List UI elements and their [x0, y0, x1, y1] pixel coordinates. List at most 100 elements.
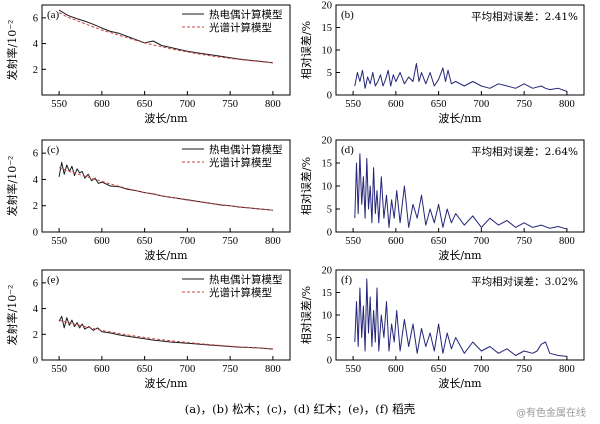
x-tick-label: 550 — [51, 364, 67, 375]
panel-e: 550 600 650 700 750 800 0 2 4 6 波长/nm 发射率/10⁻² (e) 热电… — [5, 269, 291, 390]
y-tick-label: 0 — [33, 228, 38, 239]
legend-label-thermocouple: 热电偶计算模型 — [209, 8, 283, 21]
x-tick-label: 650 — [137, 236, 153, 247]
x-axis-label: 波长/nm — [144, 377, 188, 390]
panel-label: (a) — [47, 9, 60, 21]
x-tick-label: 550 — [51, 99, 67, 110]
y-tick-label: 20 — [322, 1, 333, 12]
y-axis-label: 相对误差/% — [299, 157, 313, 215]
panel-a: 550 600 650 700 750 800 2 4 6 波长/nm 发射率/10⁻² (a) 热电偶… — [5, 4, 291, 125]
y-axis-label: 发射率/10⁻² — [5, 20, 19, 81]
legend-label-spectral: 光谱计算模型 — [209, 286, 272, 299]
series-line-spectral — [58, 12, 273, 64]
x-tick-label: 700 — [474, 236, 490, 247]
x-tick-label: 750 — [222, 236, 238, 247]
series-line-spectral — [58, 167, 273, 211]
x-tick-label: 600 — [388, 236, 404, 247]
x-tick-label: 800 — [559, 364, 575, 375]
x-axis-label: 波长/nm — [438, 377, 482, 390]
x-tick-label: 550 — [345, 99, 361, 110]
x-tick-label: 600 — [94, 99, 110, 110]
y-tick-label: 15 — [322, 159, 333, 170]
y-axis-label: 相对误差/% — [299, 286, 313, 344]
mean-relative-error-annotation: 平均相对误差：2.41% — [471, 10, 578, 23]
x-tick-label: 650 — [137, 99, 153, 110]
x-axis-label: 波长/nm — [144, 112, 188, 125]
x-tick-label: 600 — [94, 236, 110, 247]
x-axis-label: 波长/nm — [438, 112, 482, 125]
series-line-relative-error — [354, 278, 567, 357]
x-tick-label: 550 — [345, 364, 361, 375]
x-tick-label: 750 — [516, 364, 532, 375]
watermark-text: @有色金属在线 — [516, 408, 586, 419]
y-tick-label: 0 — [327, 228, 332, 239]
y-tick-label: 4 — [33, 39, 39, 50]
x-tick-label: 650 — [431, 99, 447, 110]
panel-f: 550 600 650 700 750 800 0 5 10 15 20 波长/nm 相对误差/% (f)… — [299, 266, 585, 390]
x-tick-label: 700 — [474, 364, 490, 375]
y-tick-label: 10 — [322, 46, 333, 57]
y-axis-label: 发射率/10⁻² — [5, 285, 19, 346]
series-line-spectral — [58, 319, 273, 350]
x-tick-label: 550 — [345, 236, 361, 247]
y-tick-label: 5 — [327, 68, 332, 79]
x-tick-label: 650 — [431, 364, 447, 375]
series-line-thermocouple — [58, 161, 273, 211]
x-tick-label: 700 — [180, 99, 196, 110]
series-line-thermocouple — [58, 9, 273, 64]
y-tick-label: 2 — [33, 201, 38, 212]
mean-relative-error-annotation: 平均相对误差：3.02% — [471, 275, 578, 288]
y-tick-label: 2 — [33, 65, 38, 76]
y-tick-label: 6 — [33, 149, 38, 160]
x-tick-label: 800 — [559, 236, 575, 247]
y-tick-label: 0 — [33, 356, 38, 367]
panel-label: (d) — [341, 144, 354, 156]
panel-d: 550 600 650 700 750 800 0 5 10 15 20 波长/nm 相对误差/% (d)… — [299, 136, 585, 262]
x-tick-label: 800 — [265, 99, 281, 110]
x-axis-label: 波长/nm — [144, 249, 188, 262]
panel-c: 550 600 650 700 750 800 0 2 4 6 波长/nm 发射率/10⁻² (c) 热电… — [5, 139, 291, 262]
panel-label: (c) — [47, 144, 60, 156]
y-tick-label: 20 — [322, 136, 333, 147]
y-tick-label: 6 — [33, 278, 38, 289]
x-tick-label: 750 — [516, 99, 532, 110]
plot-frame — [41, 139, 291, 233]
x-tick-label: 750 — [222, 364, 238, 375]
x-tick-label: 550 — [51, 236, 67, 247]
x-tick-label: 600 — [94, 364, 110, 375]
y-tick-label: 0 — [327, 91, 332, 102]
series-line-relative-error — [354, 153, 568, 230]
x-tick-label: 650 — [431, 236, 447, 247]
y-tick-label: 10 — [322, 311, 333, 322]
mean-relative-error-annotation: 平均相对误差：2.64% — [471, 145, 578, 158]
plot-frame — [41, 269, 291, 361]
y-tick-label: 20 — [322, 266, 333, 277]
y-tick-label: 5 — [327, 333, 332, 344]
legend-label-spectral: 光谱计算模型 — [209, 156, 272, 169]
legend-label-thermocouple: 热电偶计算模型 — [209, 273, 283, 286]
x-tick-label: 800 — [265, 364, 281, 375]
series-line-thermocouple — [58, 315, 273, 350]
y-tick-label: 15 — [322, 23, 333, 34]
y-tick-label: 6 — [33, 13, 38, 24]
x-tick-label: 650 — [137, 364, 153, 375]
panel-label: (b) — [341, 9, 354, 21]
x-tick-label: 750 — [222, 99, 238, 110]
legend-label-thermocouple: 热电偶计算模型 — [209, 143, 283, 156]
x-tick-label: 700 — [180, 364, 196, 375]
series-line-relative-error — [354, 63, 568, 92]
figure-caption: (a)，(b) 松木；(c)，(d) 红木；(e)，(f) 稻壳 — [184, 402, 416, 416]
x-tick-label: 800 — [559, 99, 575, 110]
y-axis-label: 相对误差/% — [299, 21, 313, 79]
x-tick-label: 700 — [180, 236, 196, 247]
y-tick-label: 2 — [33, 330, 38, 341]
y-tick-label: 4 — [33, 175, 39, 186]
y-tick-label: 5 — [327, 205, 332, 216]
x-tick-label: 600 — [388, 364, 404, 375]
y-axis-label: 发射率/10⁻² — [5, 156, 19, 217]
y-tick-label: 4 — [33, 304, 39, 315]
panel-label: (f) — [341, 274, 352, 286]
x-axis-label: 波长/nm — [438, 249, 482, 262]
plot-frame — [41, 4, 291, 96]
